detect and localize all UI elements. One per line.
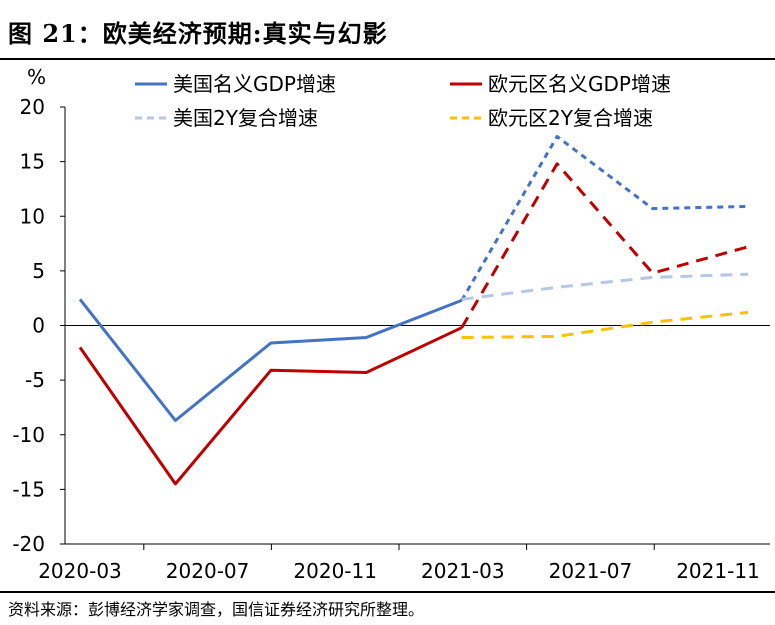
y-axis-unit-label: % bbox=[27, 65, 46, 89]
series-line-1 bbox=[460, 135, 749, 302]
x-tick-label: 2021-07 bbox=[549, 559, 633, 583]
y-tick-label: 10 bbox=[20, 204, 45, 228]
series-line-3 bbox=[460, 162, 749, 329]
y-tick-label: 15 bbox=[20, 150, 45, 174]
plot-area bbox=[78, 135, 749, 486]
legend-label: 美国2Y复合增速 bbox=[173, 106, 318, 130]
y-tick-label: -10 bbox=[12, 423, 45, 447]
x-tick-label: 2021-03 bbox=[421, 559, 505, 583]
title-divider bbox=[0, 58, 775, 60]
legend-label: 欧元区2Y复合增速 bbox=[488, 106, 653, 130]
x-tick-label: 2020-07 bbox=[166, 559, 250, 583]
series-line-4 bbox=[461, 272, 749, 301]
y-tick-label: -5 bbox=[25, 368, 45, 392]
x-tick-label: 2020-03 bbox=[38, 559, 122, 583]
chart-title: 图 21：欧美经济预期:真实与幻影 bbox=[8, 19, 388, 48]
source-divider bbox=[0, 591, 775, 593]
source-note: 资料来源：彭博经济学家调查，国信证券经济研究所整理。 bbox=[8, 600, 425, 619]
series-line-5 bbox=[461, 310, 749, 339]
x-tick-label: 2020-11 bbox=[293, 559, 377, 583]
y-tick-label: -15 bbox=[12, 477, 45, 501]
series-line-0 bbox=[78, 298, 463, 422]
x-tick-label: 2021-11 bbox=[676, 559, 760, 583]
series-line-2 bbox=[78, 326, 463, 486]
chart-axes: -20 -15 -10 -5 0 5 10 15 20% 2020-03 2020-07 2020-1… bbox=[12, 65, 770, 583]
y-tick-label: -20 bbox=[12, 532, 45, 556]
legend-label: 欧元区名义GDP增速 bbox=[488, 72, 671, 96]
legend-label: 美国名义GDP增速 bbox=[173, 72, 336, 96]
y-tick-label: 5 bbox=[32, 259, 45, 283]
y-tick-label: 20 bbox=[20, 95, 45, 119]
y-tick-label: 0 bbox=[32, 314, 45, 338]
line-chart: -20 -15 -10 -5 0 5 10 15 20% 2020-03 2020-07 2020-1… bbox=[12, 65, 770, 583]
